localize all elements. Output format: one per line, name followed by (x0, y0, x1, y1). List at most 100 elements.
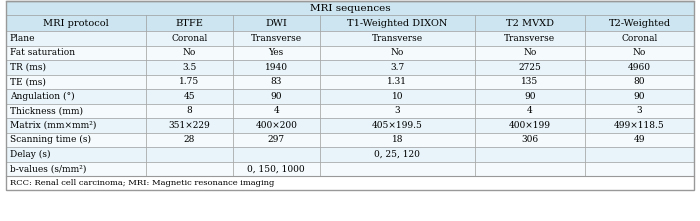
Bar (232, 75, 320, 89)
Bar (146, 15, 232, 31)
Bar (475, 46, 584, 60)
Text: 297: 297 (267, 135, 285, 144)
Text: Thickness (mm): Thickness (mm) (10, 106, 83, 115)
Bar (6, 75, 146, 89)
Text: 3.5: 3.5 (182, 63, 196, 72)
Bar (584, 133, 694, 147)
Bar (475, 162, 584, 176)
Bar (320, 89, 475, 104)
Bar (232, 118, 320, 133)
Text: 90: 90 (270, 92, 282, 101)
Bar (584, 15, 694, 31)
Text: 4: 4 (273, 106, 279, 115)
Bar (475, 15, 584, 31)
Bar (475, 31, 584, 46)
Bar (584, 118, 694, 133)
Text: Fat saturation: Fat saturation (10, 48, 75, 57)
Bar (320, 75, 475, 89)
Bar (232, 147, 320, 162)
Text: 499×118.5: 499×118.5 (614, 121, 665, 130)
Bar (584, 75, 694, 89)
Text: 80: 80 (634, 77, 645, 86)
Bar (6, 89, 146, 104)
Text: TE (ms): TE (ms) (10, 77, 46, 86)
Bar (146, 89, 232, 104)
Bar (146, 162, 232, 176)
Text: No: No (523, 48, 536, 57)
Bar (475, 133, 584, 147)
Text: T1-Weighted DIXON: T1-Weighted DIXON (347, 19, 447, 28)
Text: Yes: Yes (269, 48, 284, 57)
Text: 400×200: 400×200 (256, 121, 297, 130)
Bar (232, 15, 320, 31)
Text: Transverse: Transverse (251, 34, 302, 43)
Bar (584, 162, 694, 176)
Text: 90: 90 (524, 92, 536, 101)
Text: Transverse: Transverse (504, 34, 555, 43)
Bar (6, 147, 146, 162)
Bar (6, 118, 146, 133)
Bar (584, 60, 694, 75)
Bar (584, 89, 694, 104)
Bar (6, 133, 146, 147)
Text: RCC: Renal cell carcinoma; MRI: Magnetic resonance imaging: RCC: Renal cell carcinoma; MRI: Magnetic… (10, 179, 274, 187)
Text: 45: 45 (183, 92, 195, 101)
Bar (584, 104, 694, 118)
Bar (320, 118, 475, 133)
Bar (6, 31, 146, 46)
Bar (146, 133, 232, 147)
Text: 28: 28 (183, 135, 195, 144)
Text: MRI protocol: MRI protocol (43, 19, 108, 28)
Text: No: No (183, 48, 196, 57)
Text: 3: 3 (637, 106, 643, 115)
Bar (146, 75, 232, 89)
Text: 18: 18 (391, 135, 403, 144)
Bar (6, 46, 146, 60)
Bar (475, 60, 584, 75)
Text: No: No (391, 48, 404, 57)
Bar (320, 147, 475, 162)
Bar (232, 46, 320, 60)
Text: 83: 83 (270, 77, 282, 86)
Bar (320, 46, 475, 60)
Text: 4: 4 (527, 106, 533, 115)
Text: 351×229: 351×229 (168, 121, 210, 130)
Text: 405×199.5: 405×199.5 (372, 121, 423, 130)
Text: MRI sequences: MRI sequences (309, 4, 391, 13)
Text: 400×199: 400×199 (509, 121, 551, 130)
Text: 1.31: 1.31 (387, 77, 407, 86)
Text: Coronal: Coronal (171, 34, 207, 43)
Bar (320, 162, 475, 176)
Text: Matrix (mm×mm²): Matrix (mm×mm²) (10, 121, 96, 130)
Bar (146, 118, 232, 133)
Text: Scanning time (s): Scanning time (s) (10, 135, 91, 144)
Text: No: No (633, 48, 646, 57)
Bar (232, 89, 320, 104)
Text: 3: 3 (395, 106, 400, 115)
Bar (320, 133, 475, 147)
Bar (232, 31, 320, 46)
Bar (6, 1, 694, 15)
Text: 135: 135 (521, 77, 538, 86)
Text: 306: 306 (522, 135, 538, 144)
Bar (6, 104, 146, 118)
Text: Plane: Plane (10, 34, 35, 43)
Text: 8: 8 (186, 106, 192, 115)
Bar (320, 104, 475, 118)
Bar (232, 133, 320, 147)
Bar (584, 147, 694, 162)
Bar (146, 31, 232, 46)
Bar (6, 176, 694, 190)
Bar (146, 60, 232, 75)
Bar (146, 147, 232, 162)
Bar (232, 162, 320, 176)
Bar (6, 60, 146, 75)
Text: b-values (s/mm²): b-values (s/mm²) (10, 164, 86, 173)
Text: 0, 25, 120: 0, 25, 120 (374, 150, 420, 159)
Text: 2725: 2725 (518, 63, 541, 72)
Bar (146, 104, 232, 118)
Text: 3.7: 3.7 (390, 63, 405, 72)
Text: BTFE: BTFE (175, 19, 203, 28)
Text: 4960: 4960 (628, 63, 651, 72)
Bar (232, 60, 320, 75)
